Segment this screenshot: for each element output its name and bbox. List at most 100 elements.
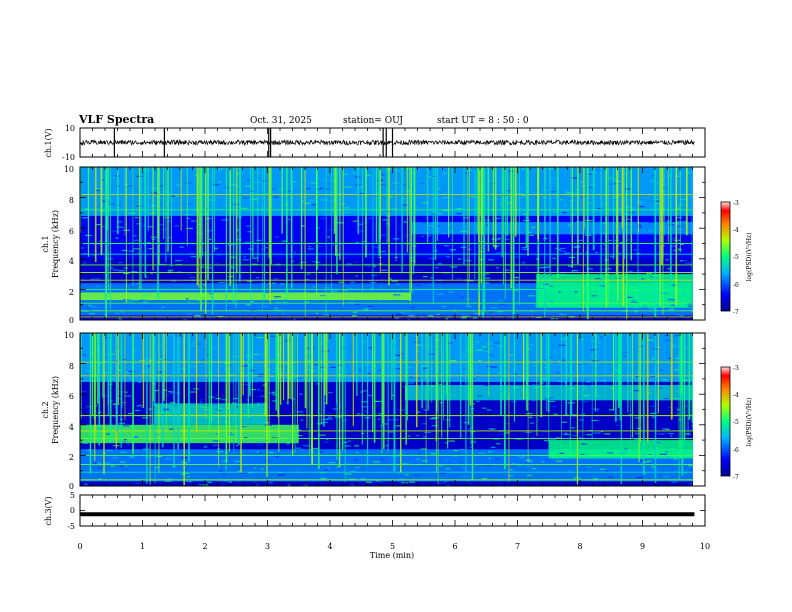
spectrogram-texture (133, 248, 140, 250)
spectrogram-texture (130, 455, 136, 457)
spectrogram-texture (586, 248, 592, 250)
spectrogram-texture (487, 451, 493, 453)
spectrogram-texture (502, 397, 506, 399)
spectrogram-texture (270, 188, 277, 190)
spectrogram-texture (442, 305, 447, 308)
spectrogram-texture (446, 256, 451, 258)
spectrogram-texture (302, 444, 309, 447)
spectrogram-texture (588, 172, 596, 174)
spectrogram-texture (420, 448, 427, 450)
spectrogram-texture (353, 311, 358, 313)
spectrogram-texture (391, 280, 398, 282)
spectrogram-texture (173, 301, 180, 303)
spectrogram-texture (174, 195, 179, 197)
spectrogram-texture (230, 281, 233, 283)
spectrogram-texture (555, 460, 563, 462)
spectrogram-texture (462, 351, 465, 353)
spectrogram-texture (366, 372, 371, 375)
spectrogram-texture (377, 413, 382, 415)
spectrogram-texture (525, 413, 533, 415)
spectrogram-texture (568, 470, 572, 472)
spectrogram-texture (587, 186, 593, 188)
spectrogram-texture (622, 281, 627, 283)
spectrogram-texture (466, 305, 472, 308)
spectrogram-texture (310, 199, 315, 202)
spectrogram-texture (159, 460, 162, 462)
spectrogram-texture (395, 425, 401, 427)
spectrogram-texture (332, 408, 339, 410)
spectrogram-texture (345, 266, 352, 268)
spectrogram-texture (444, 442, 449, 444)
figure-title: VLF Spectra (78, 113, 154, 126)
spectrogram-texture (136, 223, 142, 225)
spectrogram-texture (676, 413, 680, 415)
spectrogram-texture (676, 216, 683, 219)
spectrogram-texture (109, 353, 115, 355)
spectrogram-texture (423, 367, 428, 369)
spectrogram-texture (123, 440, 126, 443)
spectrogram-texture (429, 477, 434, 479)
spectrogram-texture (482, 273, 490, 275)
spectrogram-texture (180, 473, 186, 476)
spectrogram-texture (643, 196, 646, 199)
spectrogram-texture (579, 419, 584, 421)
spectrogram-texture (258, 354, 265, 356)
spectrogram-texture (477, 453, 482, 455)
spectrogram-texture (184, 462, 188, 464)
spectrogram-texture (250, 388, 256, 391)
spectrogram-texture (500, 468, 505, 470)
spectrogram-texture (602, 222, 608, 224)
spectrogram-texture (558, 249, 561, 251)
spectrogram-texture (445, 458, 449, 461)
ch1-spectrogram-image (80, 167, 693, 320)
spectrogram-texture (529, 234, 534, 236)
spectrogram-texture (630, 301, 638, 303)
spectrogram-texture (542, 431, 550, 433)
spectrogram-texture (212, 444, 219, 446)
spectrogram-texture (246, 280, 253, 282)
spectrogram-texture (548, 357, 552, 359)
spectrogram-texture (336, 175, 340, 177)
spectrogram-texture (320, 477, 327, 480)
spectrogram-texture (313, 286, 316, 288)
spectrogram-texture (397, 472, 402, 474)
spectrogram-texture (628, 414, 632, 416)
spectrogram-texture (618, 181, 621, 183)
spectrogram-texture (503, 423, 510, 425)
spectrogram-texture (486, 224, 489, 226)
spectrogram-texture (352, 315, 357, 317)
spectrogram-texture (674, 207, 681, 209)
spectrogram-texture (125, 184, 129, 186)
spectrogram-texture (249, 364, 255, 366)
spectrogram-texture (259, 288, 263, 290)
spectrogram-texture (515, 285, 521, 287)
spectrogram-texture (326, 418, 333, 420)
spectrogram-texture (121, 402, 126, 404)
spectrogram-texture (282, 301, 289, 304)
spectrogram-texture (146, 447, 150, 449)
ch3-waveform-ticks (79, 494, 706, 527)
spectrogram-texture (375, 334, 380, 336)
spectrogram-texture (274, 367, 281, 370)
spectrogram-texture (379, 210, 383, 212)
spectrogram-texture (495, 199, 498, 201)
spectrogram-texture (477, 359, 482, 362)
spectrogram-texture (169, 428, 175, 430)
spectrogram-texture (428, 343, 432, 346)
spectrogram-texture (135, 450, 139, 452)
spectrogram-texture (231, 266, 234, 268)
spectrogram-texture (380, 250, 386, 253)
spectrogram-texture (634, 242, 637, 244)
spectrogram-texture (300, 419, 304, 421)
spectrogram-texture (206, 230, 213, 232)
spectrogram-texture (308, 401, 312, 403)
spectrogram-texture (360, 391, 363, 393)
spectrogram-texture (136, 253, 140, 255)
spectrogram-texture (367, 305, 373, 307)
spectrogram-texture (271, 391, 275, 393)
spectrogram-texture (678, 419, 682, 421)
spectrogram-texture (393, 368, 401, 370)
spectrogram-texture (572, 416, 578, 418)
spectrogram-texture (153, 192, 157, 194)
spectrogram-texture (172, 349, 179, 351)
